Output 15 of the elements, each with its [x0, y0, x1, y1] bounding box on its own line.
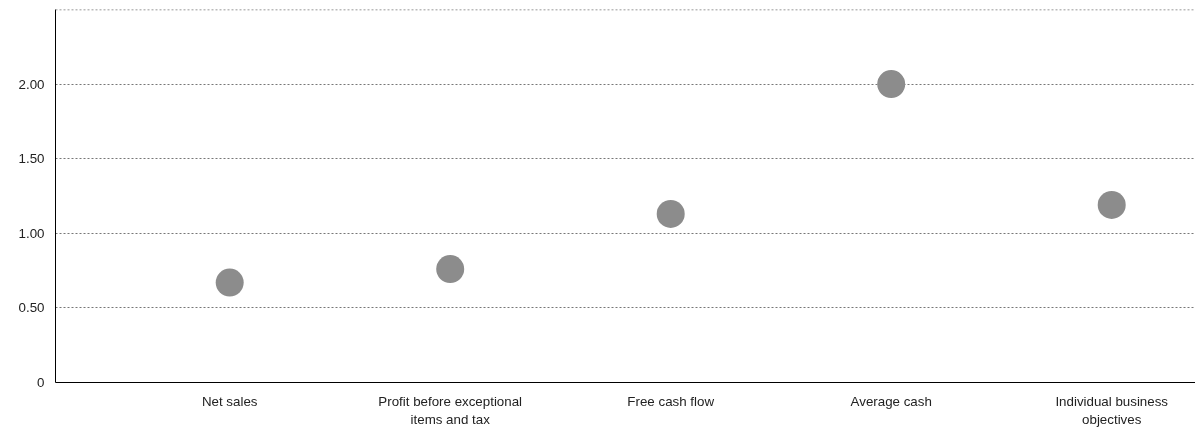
x-tick-label: Free cash flow	[627, 393, 715, 409]
x-tick-label: Profit before exceptional items and tax	[378, 393, 523, 427]
point	[215, 268, 244, 297]
y-tick-label: 0	[37, 375, 45, 390]
point	[1097, 190, 1126, 219]
x-tick-label: Individual business objectives	[1055, 393, 1169, 427]
x-tick-label: Average cash	[850, 393, 932, 409]
y-tick-label: 1.50	[18, 151, 45, 167]
point	[656, 199, 685, 228]
point	[877, 70, 906, 99]
y-tick-label: 0.50	[18, 300, 45, 316]
y-tick-label: 1.00	[18, 225, 45, 241]
y-tick-label: 2.00	[18, 76, 45, 92]
point	[436, 255, 465, 284]
x-tick-label: Net sales	[201, 393, 258, 409]
